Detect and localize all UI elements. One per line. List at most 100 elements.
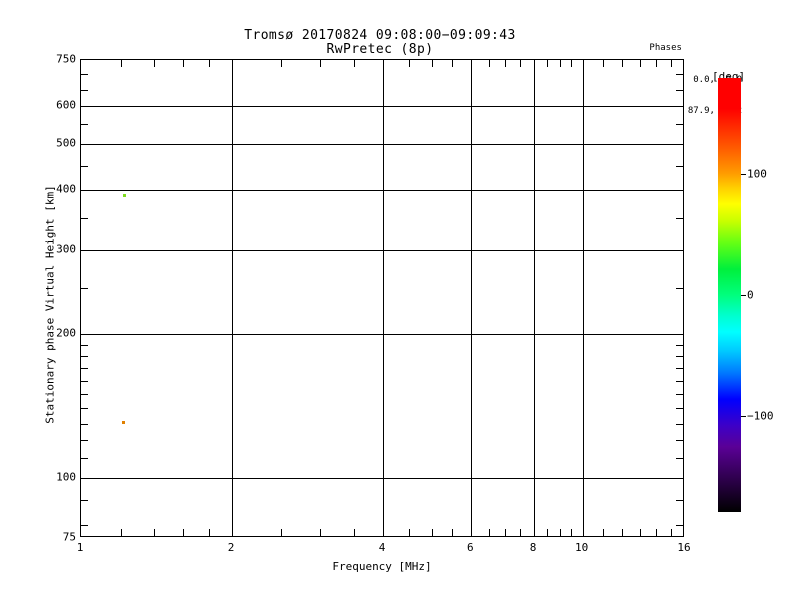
x-axis-minor-tick — [559, 60, 561, 67]
y-axis-minor-tick — [676, 524, 683, 526]
data-point — [123, 193, 127, 197]
colorbar-tick — [741, 415, 746, 417]
y-axis-minor-tick — [81, 288, 88, 290]
page-title: Tromsø 20170824 09:08:00−09:09:43 — [244, 28, 516, 43]
x-axis-minor-tick — [655, 529, 657, 536]
colorbar-tick-label: 0 — [747, 288, 754, 302]
x-axis-minor-tick — [547, 60, 549, 67]
y-axis-minor-tick — [81, 458, 88, 460]
y-axis-tick-label: 600 — [56, 98, 76, 112]
x-axis-minor-tick — [547, 529, 549, 536]
y-axis-tick-label: 300 — [56, 242, 76, 256]
gridline-vertical — [582, 60, 584, 536]
y-axis-minor-tick — [676, 394, 683, 396]
y-axis-minor-tick — [676, 124, 683, 126]
x-axis-minor-tick — [183, 529, 185, 536]
x-axis-minor-tick — [280, 60, 282, 67]
y-axis-tick-label: 75 — [62, 530, 76, 544]
y-axis-title: Stationary phase Virtual Height [km] — [43, 185, 57, 424]
x-axis-minor-tick — [183, 60, 185, 67]
colorbar-tick — [741, 174, 746, 176]
x-axis-minor-tick — [353, 60, 355, 67]
gridline-vertical — [232, 60, 233, 536]
y-axis-minor-tick — [81, 218, 88, 220]
x-axis-minor-tick — [519, 529, 521, 536]
y-axis-minor-tick — [676, 345, 683, 347]
gridline-horizontal — [81, 106, 683, 108]
x-axis-minor-tick — [519, 60, 521, 67]
y-axis-minor-tick — [81, 524, 88, 526]
y-axis-minor-tick — [81, 423, 88, 425]
y-axis-minor-tick — [676, 368, 683, 370]
y-axis-tick-label: 500 — [56, 136, 76, 150]
x-axis-minor-tick — [353, 529, 355, 536]
y-axis-minor-tick — [676, 166, 683, 168]
x-axis-tick-label: 4 — [378, 541, 386, 554]
y-axis-minor-tick — [676, 380, 683, 382]
y-axis-minor-tick — [81, 440, 88, 442]
x-axis-minor-tick — [154, 529, 156, 536]
y-axis-minor-tick — [81, 500, 88, 502]
x-axis-tick-label: 1 — [76, 541, 84, 554]
page-subtitle: RwPretec (8p) — [326, 42, 434, 57]
x-axis-minor-tick — [603, 529, 605, 536]
x-axis-minor-tick — [488, 60, 490, 67]
y-axis-minor-tick — [81, 394, 88, 396]
gridline-vertical — [383, 60, 384, 536]
y-axis-minor-tick — [676, 288, 683, 290]
x-axis-tick-label: 6 — [467, 541, 474, 554]
x-axis-minor-tick — [320, 529, 322, 536]
x-axis-minor-tick — [408, 60, 410, 67]
gridline-horizontal — [81, 478, 683, 480]
x-axis-minor-tick — [209, 60, 211, 67]
x-axis-minor-tick — [559, 529, 561, 536]
y-axis-minor-tick — [676, 500, 683, 502]
y-axis-tick-label: 750 — [56, 52, 76, 66]
y-axis-minor-tick — [676, 89, 683, 91]
y-axis-minor-tick — [81, 356, 88, 358]
y-axis-minor-tick — [676, 408, 683, 410]
x-axis-minor-tick — [603, 60, 605, 67]
colorbar-tick-label: −100 — [747, 409, 774, 423]
x-axis-tick-label: 16 — [677, 541, 691, 554]
gridline-vertical — [534, 60, 535, 536]
phase-colorbar — [718, 78, 741, 512]
x-axis-minor-tick — [504, 60, 506, 67]
x-axis-minor-tick — [504, 529, 506, 536]
x-axis-minor-tick — [154, 60, 156, 67]
x-axis-minor-tick — [655, 60, 657, 67]
y-axis-minor-tick — [81, 89, 88, 91]
x-axis-minor-tick — [120, 529, 122, 536]
x-axis-minor-tick — [452, 60, 454, 67]
x-axis-minor-tick — [120, 60, 122, 67]
x-axis-minor-tick — [452, 529, 454, 536]
x-axis-minor-tick — [670, 529, 672, 536]
gridline-horizontal — [81, 144, 683, 146]
x-axis-tick-label: 10 — [574, 541, 589, 554]
x-axis-minor-tick — [622, 60, 624, 67]
x-axis-minor-tick — [280, 529, 282, 536]
x-axis-minor-tick — [670, 60, 672, 67]
x-axis-minor-tick — [639, 529, 641, 536]
gridline-horizontal — [81, 334, 683, 336]
y-axis-minor-tick — [676, 218, 683, 220]
phase-stats-heading: Phases — [649, 43, 682, 53]
y-axis-minor-tick — [676, 458, 683, 460]
gridline-horizontal — [81, 190, 683, 192]
colorbar-tick-label: 100 — [747, 167, 767, 181]
y-axis-minor-tick — [81, 166, 88, 168]
x-axis-minor-tick — [571, 529, 573, 536]
x-axis-title: Frequency [MHz] — [332, 560, 432, 573]
x-axis-minor-tick — [431, 529, 433, 536]
y-axis-tick-label: 400 — [56, 182, 76, 196]
y-axis-minor-tick — [81, 368, 88, 370]
x-axis-minor-tick — [320, 60, 322, 67]
gridline-horizontal — [81, 250, 683, 252]
y-axis-minor-tick — [676, 356, 683, 358]
data-point — [121, 421, 125, 425]
x-axis-minor-tick — [622, 529, 624, 536]
x-axis-minor-tick — [639, 60, 641, 67]
x-axis-tick-label: 2 — [227, 541, 235, 554]
gridline-vertical — [471, 60, 473, 536]
y-axis-tick-label: 200 — [56, 326, 76, 340]
